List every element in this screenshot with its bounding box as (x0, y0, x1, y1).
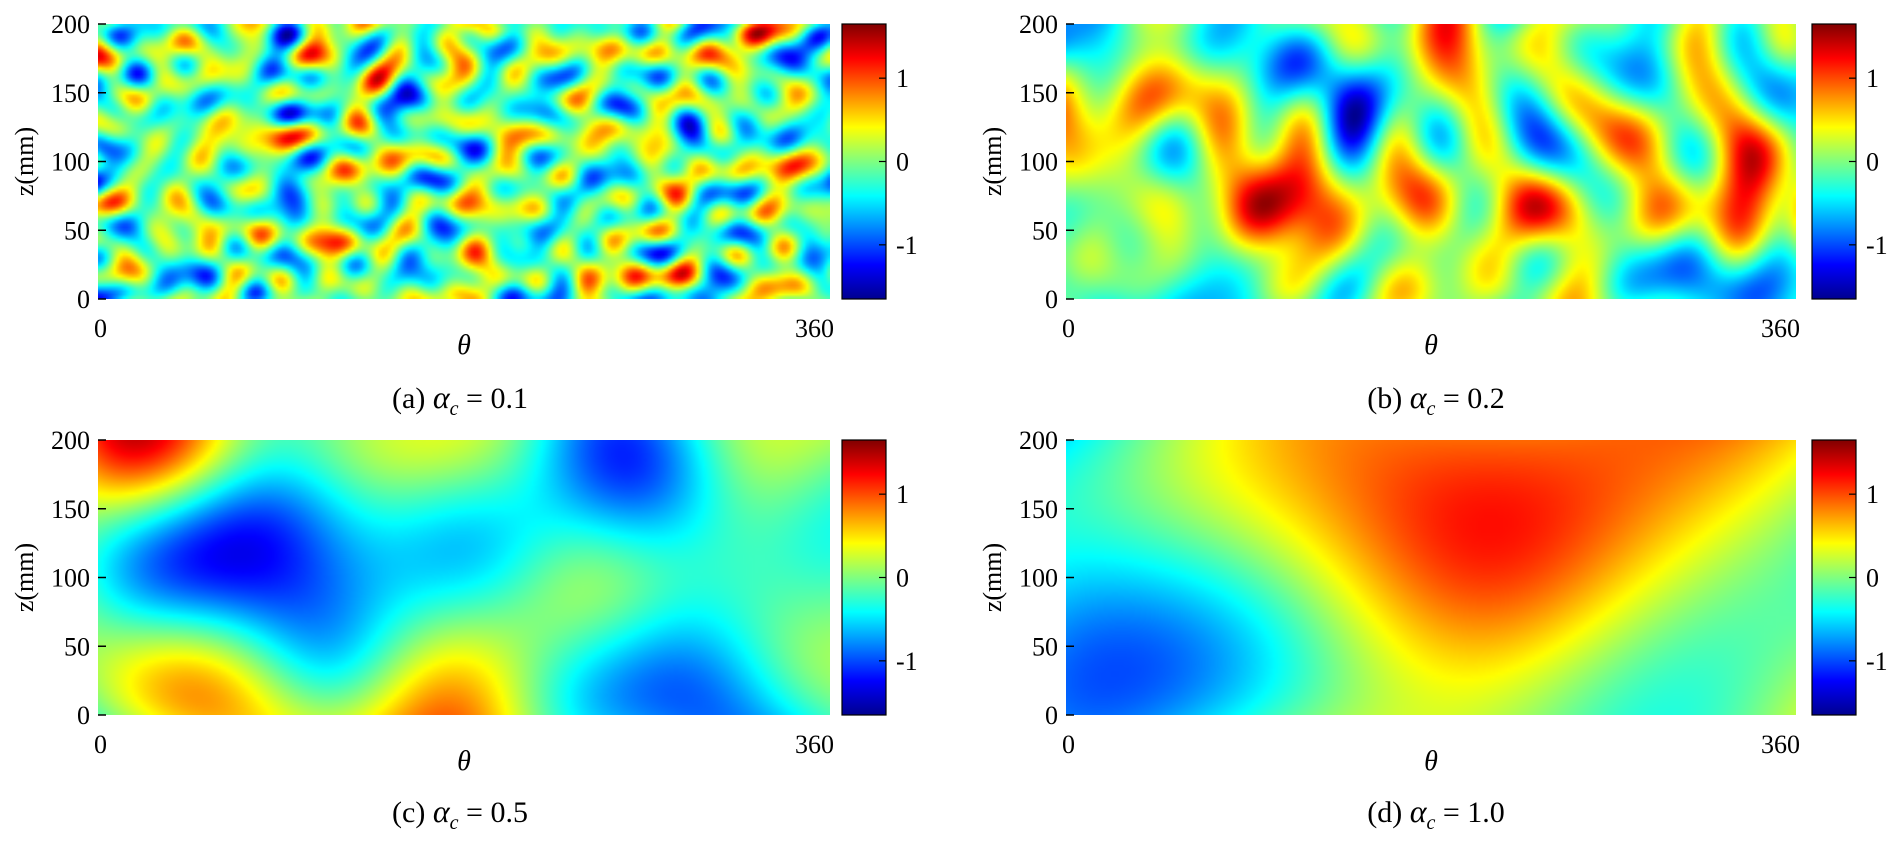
panel-caption: (b) αc = 0.2 (1367, 379, 1505, 420)
y-tick-label: 100 (1019, 148, 1058, 177)
y-axis-label: z(mm) (978, 543, 1007, 612)
y-axis-label: z(mm) (10, 543, 39, 612)
y-tick-label: 0 (1045, 285, 1058, 314)
heatmap-image (1066, 440, 1796, 715)
y-tick-label: 100 (1019, 564, 1058, 593)
x-tick-label: 360 (1761, 730, 1800, 759)
y-tick-label: 200 (1019, 426, 1058, 455)
x-tick-label: 0 (1062, 730, 1075, 759)
colorbar (841, 439, 887, 716)
colorbar (841, 23, 887, 300)
heatmap-image (98, 24, 830, 299)
y-tick-label: 100 (51, 148, 90, 177)
colorbar-tick-label: -1 (1866, 647, 1888, 676)
colorbar-tick-label: 0 (896, 564, 909, 593)
y-tick-label: 50 (1032, 216, 1058, 245)
colorbar-tick-label: 1 (896, 64, 909, 93)
y-tick-label: 50 (64, 632, 90, 661)
panel-caption: (a) αc = 0.1 (392, 379, 528, 420)
x-tick-label: 360 (1761, 314, 1800, 343)
colorbar (1811, 439, 1857, 716)
x-axis-label: θ (1424, 330, 1438, 361)
y-tick-label: 0 (1045, 701, 1058, 730)
colorbar-tick-label: 0 (896, 148, 909, 177)
colorbar-tick-label: 1 (1866, 64, 1879, 93)
colorbar-tick-label: 1 (1866, 480, 1879, 509)
y-tick-label: 0 (77, 285, 90, 314)
y-tick-label: 150 (51, 79, 90, 108)
y-tick-label: 150 (51, 495, 90, 524)
y-tick-label: 150 (1019, 79, 1058, 108)
heatmap-image (98, 440, 830, 715)
heatmap-panel-b: 0 50 100 150 200 0 360 θ z(mm) 1 0 -1 (b) αc = 0.2 (978, 10, 1888, 420)
colorbar-tick-label: -1 (896, 231, 918, 260)
y-tick-label: 200 (51, 426, 90, 455)
y-tick-label: 50 (1032, 632, 1058, 661)
panel-caption: (c) αc = 0.5 (392, 793, 528, 834)
colorbar-tick-label: -1 (896, 647, 918, 676)
colorbar-tick-label: -1 (1866, 231, 1888, 260)
panel-caption: (d) αc = 1.0 (1367, 793, 1505, 834)
y-axis-label: z(mm) (10, 127, 39, 196)
x-tick-label: 360 (795, 314, 834, 343)
y-tick-label: 200 (51, 10, 90, 39)
y-tick-label: 50 (64, 216, 90, 245)
colorbar-tick-label: 0 (1866, 564, 1879, 593)
x-axis-label: θ (1424, 746, 1438, 777)
x-axis-label: θ (457, 330, 471, 361)
y-tick-label: 200 (1019, 10, 1058, 39)
colorbar-tick-label: 1 (896, 480, 909, 509)
y-axis-label: z(mm) (978, 127, 1007, 196)
colorbar-tick-label: 0 (1866, 148, 1879, 177)
x-tick-label: 0 (1062, 314, 1075, 343)
y-tick-label: 0 (77, 701, 90, 730)
heatmap-panel-d: 0 50 100 150 200 0 360 θ z(mm) 1 0 -1 (d) αc = 1.0 (978, 426, 1888, 834)
y-tick-label: 100 (51, 564, 90, 593)
colorbar (1811, 23, 1857, 300)
heatmap-image (1066, 24, 1796, 299)
heatmap-panel-a: 0 50 100 150 200 0 360 θ z(mm) 1 0 -1 (a) αc = 0.1 (10, 10, 918, 420)
y-tick-label: 150 (1019, 495, 1058, 524)
x-tick-label: 360 (795, 730, 834, 759)
heatmap-panel-c: 0 50 100 150 200 0 360 θ z(mm) 1 0 -1 (c) αc = 0.5 (10, 426, 918, 834)
x-tick-label: 0 (94, 730, 107, 759)
x-tick-label: 0 (94, 314, 107, 343)
x-axis-label: θ (457, 746, 471, 777)
